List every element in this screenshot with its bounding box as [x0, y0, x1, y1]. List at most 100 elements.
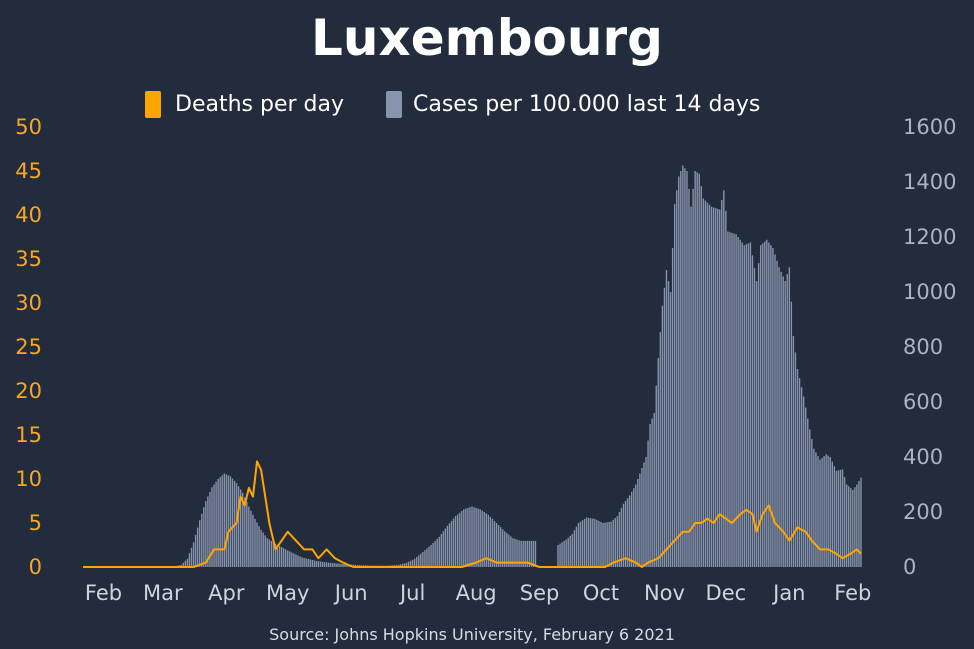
cases-bar [637, 479, 639, 567]
cases-bar [817, 456, 819, 567]
cases-bar [620, 507, 623, 568]
cases-bar [221, 475, 223, 567]
cases-bar [737, 237, 739, 567]
x-tick-label: Sep [520, 581, 560, 605]
y-right-tick-label: 1400 [903, 170, 956, 194]
cases-bar [716, 208, 719, 567]
x-tick-label: Mar [143, 581, 183, 605]
cases-bar [495, 523, 498, 567]
cases-bar [604, 522, 606, 567]
cases-bar [821, 457, 823, 567]
y-right-tick-label: 800 [903, 335, 943, 359]
cases-bar [831, 461, 834, 567]
cases-bar [330, 562, 332, 568]
cases-bar [508, 534, 510, 567]
cases-bar [201, 513, 203, 567]
cases-bar [585, 517, 588, 567]
cases-bar [413, 558, 416, 567]
cases-bar [534, 540, 537, 568]
cases-bar [256, 522, 258, 567]
cases-bar [194, 534, 197, 567]
cases-bar [411, 559, 414, 567]
y-axis-right: 0 200 400 600 800 1000 1200 1400 1600 [903, 115, 956, 579]
cases-bar [338, 563, 340, 567]
cases-bar [499, 527, 502, 568]
cases-bar [776, 260, 778, 567]
legend-swatch-cases [386, 91, 402, 118]
cases-bar [244, 497, 246, 567]
cases-bar [628, 495, 631, 567]
cases-bar [479, 509, 481, 567]
cases-bar [346, 564, 348, 567]
cases-bar [800, 387, 803, 567]
cases-bar [610, 521, 612, 568]
cases-bar [424, 550, 426, 567]
cases-bar [841, 469, 844, 568]
cases-bar [561, 542, 563, 567]
cases-bar [301, 557, 303, 568]
cases-bar [712, 207, 715, 567]
cases-bar [649, 424, 651, 567]
cases-bar [557, 545, 559, 567]
x-tick-label: Oct [583, 581, 619, 605]
cases-bar [807, 418, 809, 567]
cases-bar [446, 525, 449, 567]
cases-bar [602, 523, 604, 567]
cases-bar [739, 239, 741, 567]
cases-bar [569, 535, 571, 567]
cases-bar [745, 244, 748, 567]
cases-bar [657, 358, 659, 567]
cases-bar [336, 563, 338, 567]
cases-bar [502, 529, 504, 567]
cases-bar [401, 563, 404, 567]
cases-bar [268, 539, 271, 567]
cases-bar [653, 413, 655, 567]
cases-bar [669, 292, 672, 567]
cases-bar [559, 543, 561, 568]
cases-bar [659, 331, 662, 568]
cases-bar [454, 516, 457, 568]
cases-bar [598, 520, 600, 567]
cases-bar [405, 562, 408, 568]
cases-bar [237, 486, 240, 567]
cases-bar [825, 454, 827, 567]
cases-bar [426, 548, 428, 567]
cases-bar [418, 555, 420, 567]
y-right-tick-label: 1600 [903, 115, 956, 139]
cases-bar [845, 484, 848, 567]
cases-bar [700, 186, 702, 568]
x-tick-label: Jan [771, 581, 805, 605]
cases-bar [678, 176, 680, 567]
x-tick-label: Jun [333, 581, 368, 605]
cases-bar [205, 501, 207, 567]
x-tick-label: May [266, 581, 309, 605]
cases-bar [743, 245, 745, 567]
cases-bar [749, 242, 752, 567]
legend: Deaths per day Cases per 100.000 last 14… [145, 91, 760, 118]
cases-bar [614, 517, 616, 567]
cases-bar [782, 276, 784, 567]
cases-bar [596, 519, 598, 567]
cases-bar [219, 477, 221, 567]
cases-bar [239, 489, 242, 567]
cases-bar [264, 535, 266, 568]
cases-bar [530, 540, 533, 568]
cases-bar [196, 527, 199, 567]
cases-bar [407, 561, 410, 567]
cases-bar [344, 564, 346, 567]
cases-bar [493, 520, 496, 567]
cases-bar [645, 457, 647, 567]
cases-bar [794, 352, 797, 567]
cases-bar [835, 470, 838, 567]
cases-bar [291, 552, 293, 567]
cases-bar [608, 521, 610, 567]
cases-bar [858, 481, 860, 567]
cases-bar [667, 281, 670, 567]
cases-bar [702, 198, 705, 567]
cases-bar [266, 538, 268, 568]
y-right-tick-label: 0 [903, 555, 916, 579]
y-left-tick-label: 35 [15, 247, 42, 271]
cases-bar [487, 514, 490, 567]
cases-bar [774, 254, 776, 568]
cases-bar [798, 378, 801, 567]
